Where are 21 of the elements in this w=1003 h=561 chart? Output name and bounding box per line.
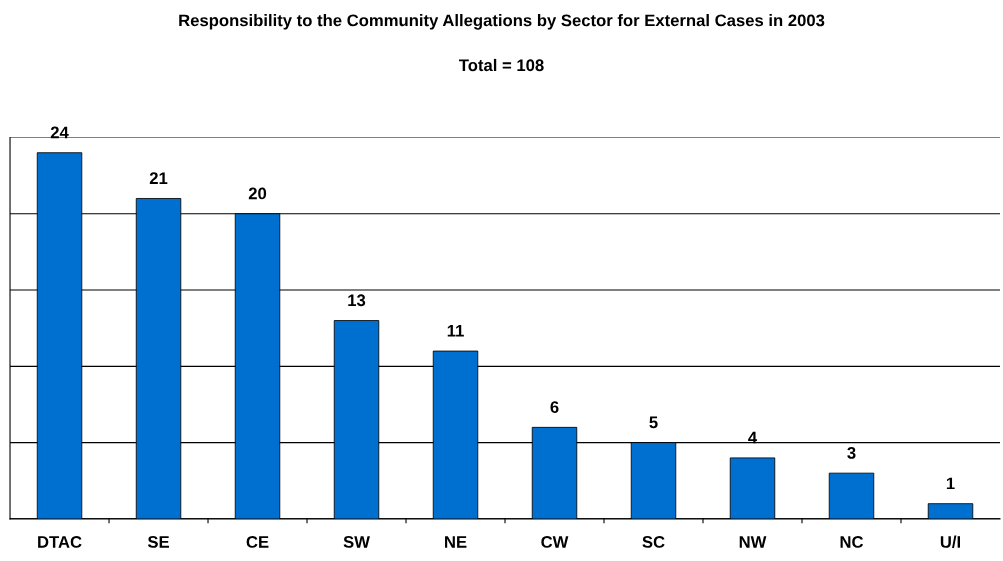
data-label: 1 — [946, 477, 955, 490]
x-tick-label: NC — [840, 536, 864, 548]
x-tick-label: SC — [642, 536, 665, 548]
data-label: 21 — [149, 172, 168, 184]
x-tick-label: NE — [445, 536, 467, 548]
data-label: 11 — [447, 325, 464, 337]
data-label: 24 — [50, 126, 69, 139]
data-label: 3 — [847, 446, 856, 459]
x-tick-label: SW — [343, 536, 370, 548]
chart-subtitle: Total = 108 — [459, 58, 544, 72]
data-label: 20 — [248, 187, 267, 200]
x-tick-label: DTAC — [38, 536, 82, 548]
x-tick-label: U/I — [940, 535, 961, 548]
x-tick-label: SE — [147, 536, 169, 548]
x-tick-label: CE — [246, 536, 269, 548]
x-tick-label: CW — [541, 536, 569, 548]
data-label: 6 — [550, 401, 559, 413]
chart-title: Responsibility to the Community Allegations by Sector for External Cases in 2003 — [179, 14, 825, 30]
data-label: 13 — [348, 294, 366, 307]
x-tick-label: NW — [739, 536, 767, 548]
data-label: 5 — [649, 416, 658, 429]
